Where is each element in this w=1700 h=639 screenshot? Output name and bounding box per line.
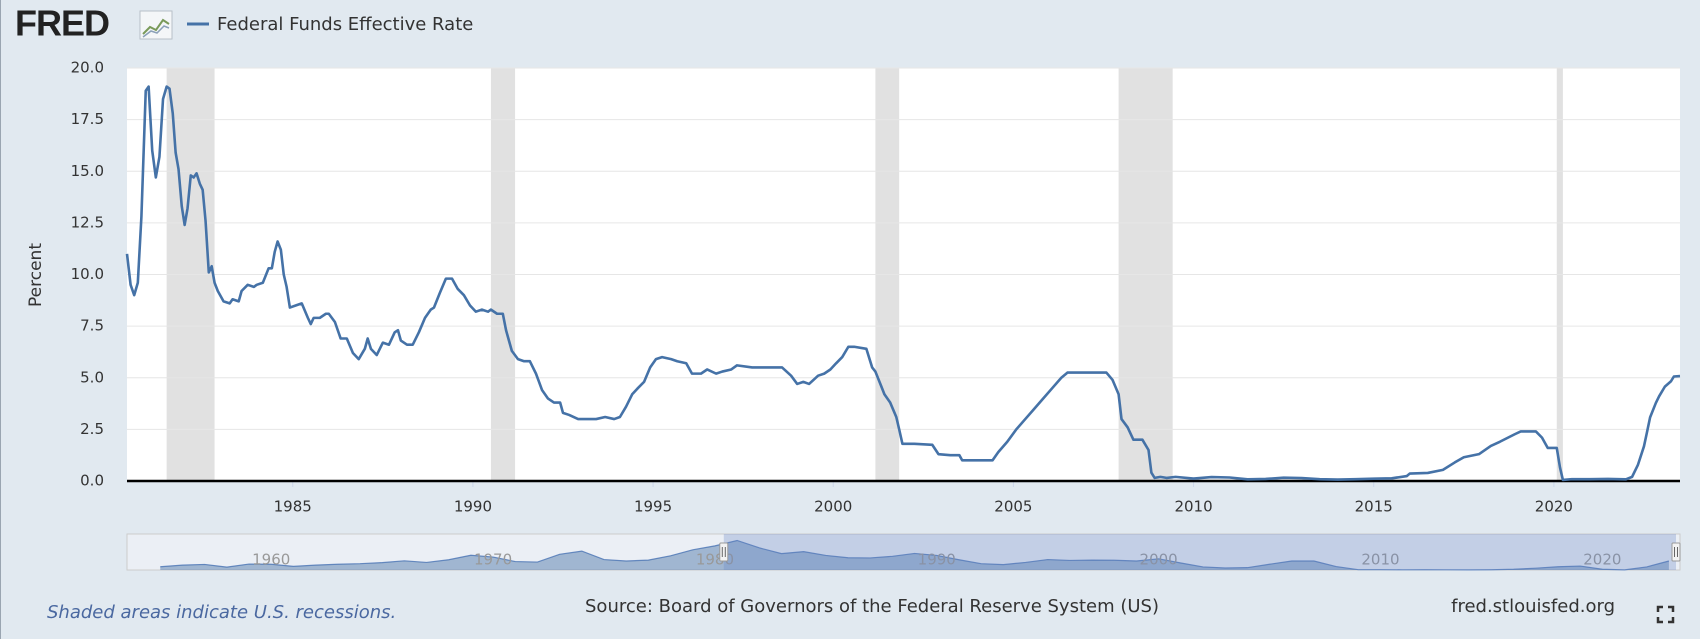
- legend-label[interactable]: Federal Funds Effective Rate: [217, 14, 473, 35]
- source: Source: Board of Governors of the Federa…: [585, 596, 1159, 617]
- y-tick-label: 5.0: [80, 368, 104, 386]
- plot: [125, 85, 1681, 482]
- y-tick-label: 17.5: [71, 110, 104, 128]
- navigator-tick-label: 1990: [918, 551, 956, 569]
- y-tick-label: 20.0: [71, 59, 104, 77]
- x-tick-label: 2010: [1174, 498, 1212, 516]
- x-tick-label: 2020: [1535, 498, 1573, 516]
- x-tick-label: 2015: [1355, 498, 1393, 516]
- logo[interactable]: FRED: [15, 3, 110, 44]
- x-tick-label: 1985: [274, 498, 312, 516]
- y-tick-label: 2.5: [80, 420, 104, 438]
- site-link[interactable]: fred.stlouisfed.org: [1451, 596, 1615, 617]
- x-tick-label: 2000: [814, 498, 852, 516]
- navigator-selection[interactable]: [723, 534, 1676, 570]
- navigator[interactable]: 1960197019801990200020102020: [126, 533, 1681, 571]
- y-axis-label: Percent: [26, 243, 46, 307]
- navigator-tick-label: 2010: [1361, 551, 1399, 569]
- navigator-line: [160, 539, 1670, 571]
- navigator-tick-label: 1970: [474, 551, 512, 569]
- recession-note: Shaded areas indicate U.S. recessions.: [47, 602, 396, 623]
- y-tick-label: 10.0: [71, 265, 104, 283]
- x-tick-label: 2005: [994, 498, 1032, 516]
- y-tick-label: 0.0: [80, 472, 104, 490]
- series-line[interactable]: [125, 85, 1681, 482]
- x-tick-label: 1995: [634, 498, 672, 516]
- x-tick-label: 1990: [454, 498, 492, 516]
- fullscreen-button[interactable]: [1656, 605, 1675, 624]
- y-tick-label: 12.5: [71, 213, 104, 231]
- logo-icon: [139, 10, 173, 40]
- navigator-handle[interactable]: [719, 542, 729, 562]
- grid: [127, 67, 1680, 487]
- navigator-handle[interactable]: [1671, 542, 1681, 562]
- y-tick-label: 7.5: [80, 317, 104, 335]
- y-tick-label: 15.0: [71, 162, 104, 180]
- navigator-tick-label: 2000: [1140, 551, 1178, 569]
- navigator-tick-label: 1960: [252, 551, 290, 569]
- navigator-tick-label: 2020: [1583, 551, 1621, 569]
- navigator-area: [160, 540, 1669, 570]
